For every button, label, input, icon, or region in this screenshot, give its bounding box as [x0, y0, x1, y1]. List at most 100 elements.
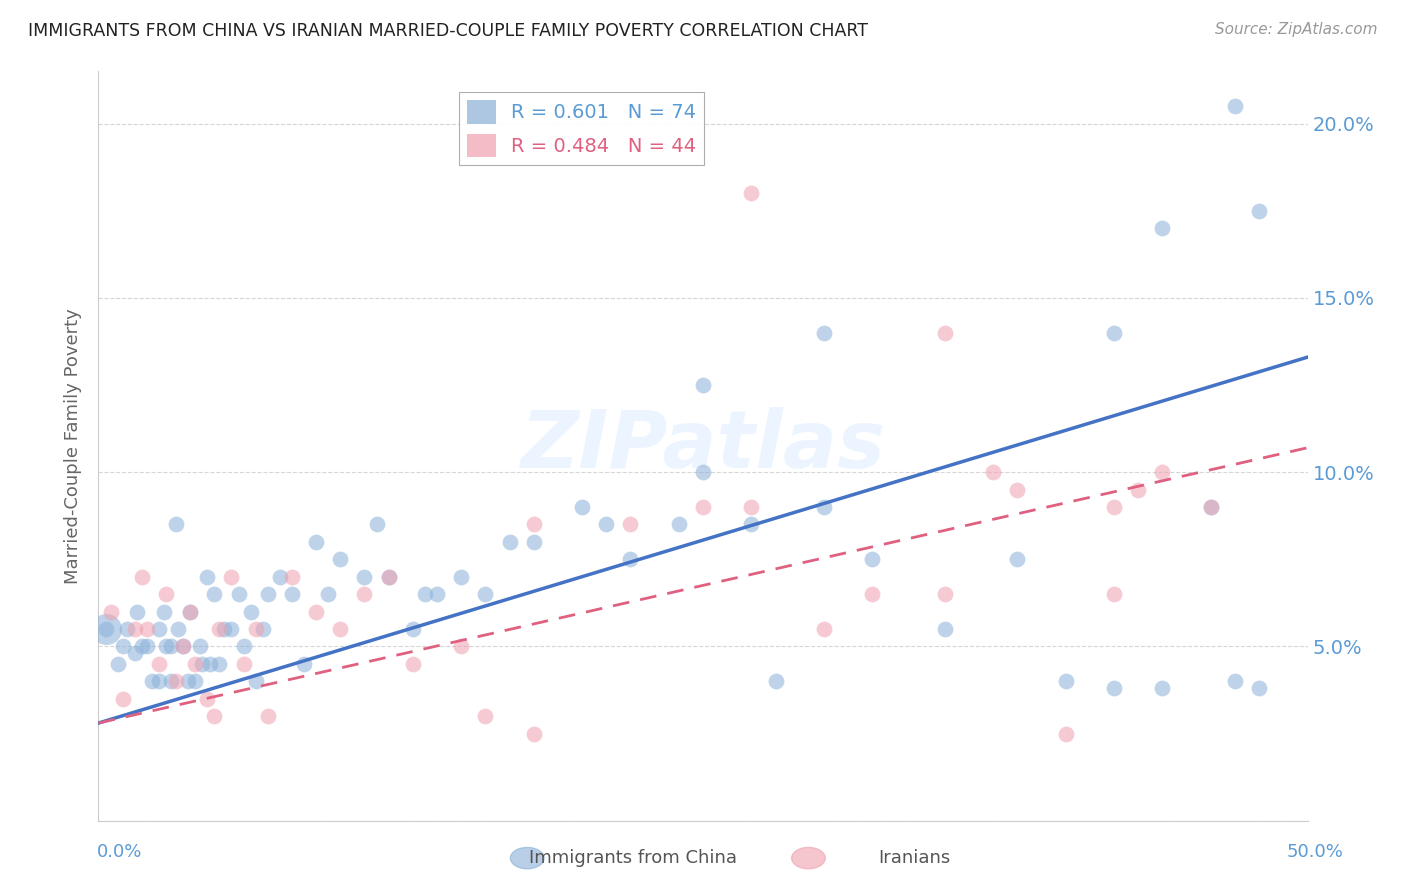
Point [523, 726, 546, 740]
Point [160, 640, 183, 654]
Point [1102, 587, 1125, 601]
Point [595, 517, 617, 532]
Point [124, 622, 146, 636]
Point [934, 622, 956, 636]
Text: IMMIGRANTS FROM CHINA VS IRANIAN MARRIED-COUPLE FAMILY POVERTY CORRELATION CHART: IMMIGRANTS FROM CHINA VS IRANIAN MARRIED… [28, 22, 868, 40]
Point [571, 500, 593, 514]
Point [619, 552, 641, 566]
Point [281, 570, 304, 584]
Point [523, 517, 546, 532]
Point [195, 691, 218, 706]
Point [212, 622, 235, 636]
Point [426, 587, 449, 601]
Point [668, 517, 690, 532]
Point [366, 517, 388, 532]
Point [450, 570, 472, 584]
Point [256, 709, 278, 723]
Point [100, 605, 122, 619]
Point [413, 587, 436, 601]
Point [228, 587, 250, 601]
Point [353, 587, 375, 601]
Point [245, 674, 267, 689]
Point [1152, 681, 1174, 696]
Point [402, 622, 425, 636]
Point [148, 674, 170, 689]
Point [152, 605, 174, 619]
Point [292, 657, 315, 671]
Y-axis label: Married-Couple Family Poverty: Married-Couple Family Poverty [65, 308, 83, 584]
Point [305, 534, 328, 549]
Point [221, 622, 243, 636]
Point [208, 622, 231, 636]
Point [329, 622, 352, 636]
Point [305, 605, 328, 619]
Point [981, 465, 1004, 479]
Legend: R = 0.601   N = 74, R = 0.484   N = 44: R = 0.601 N = 74, R = 0.484 N = 44 [458, 92, 704, 165]
Point [1054, 674, 1077, 689]
Point [329, 552, 352, 566]
Text: ZIPatlas: ZIPatlas [520, 407, 886, 485]
Point [1007, 552, 1029, 566]
Point [188, 640, 211, 654]
Point [692, 465, 714, 479]
Point [692, 500, 714, 514]
Point [111, 640, 134, 654]
Point [740, 186, 762, 201]
Point [934, 587, 956, 601]
Point [165, 674, 187, 689]
Point [172, 640, 194, 654]
Point [124, 646, 146, 660]
Point [179, 605, 201, 619]
Point [1249, 203, 1271, 218]
Point [498, 534, 520, 549]
Point [1223, 674, 1246, 689]
Point [148, 657, 170, 671]
Text: 0.0%: 0.0% [97, 843, 142, 861]
Point [204, 709, 226, 723]
Point [1128, 483, 1150, 497]
Point [402, 657, 425, 671]
Point [160, 674, 183, 689]
Text: Source: ZipAtlas.com: Source: ZipAtlas.com [1215, 22, 1378, 37]
Point [1199, 500, 1222, 514]
Point [94, 622, 117, 636]
Point [131, 570, 153, 584]
Point [353, 570, 375, 584]
Point [316, 587, 339, 601]
Point [860, 552, 883, 566]
Point [208, 657, 231, 671]
Text: 50.0%: 50.0% [1286, 843, 1343, 861]
Point [934, 326, 956, 340]
Point [252, 622, 274, 636]
Point [167, 622, 190, 636]
Point [1054, 726, 1077, 740]
Point [813, 326, 835, 340]
Point [94, 622, 117, 636]
Point [232, 640, 254, 654]
Point [179, 605, 201, 619]
Point [1007, 483, 1029, 497]
Point [523, 534, 546, 549]
Point [813, 500, 835, 514]
Point [135, 640, 157, 654]
Point [692, 378, 714, 392]
Point [474, 709, 496, 723]
Point [155, 587, 177, 601]
Point [474, 587, 496, 601]
Point [619, 517, 641, 532]
Point [740, 500, 762, 514]
Point [184, 674, 207, 689]
Point [107, 657, 129, 671]
Point [1199, 500, 1222, 514]
Point [172, 640, 194, 654]
Point [1152, 221, 1174, 235]
Point [245, 622, 267, 636]
Point [155, 640, 177, 654]
Point [135, 622, 157, 636]
Point [765, 674, 787, 689]
Point [239, 605, 262, 619]
Text: Iranians: Iranians [877, 849, 950, 867]
Point [221, 570, 243, 584]
Point [111, 691, 134, 706]
Point [141, 674, 163, 689]
